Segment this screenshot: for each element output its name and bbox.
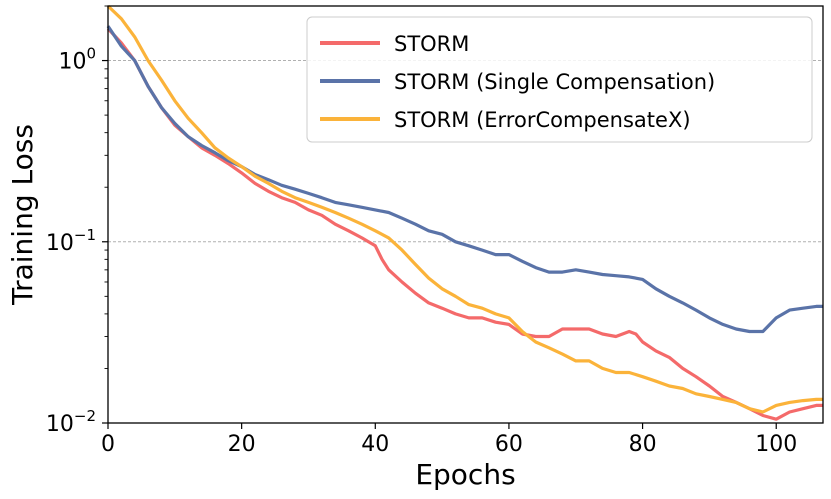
x-tick-label-3: 60 [495,432,523,457]
legend-label-error-compensate-x: STORM (ErrorCompensateX) [394,108,691,132]
series-line-1 [106,25,823,334]
legend: STORM STORM (Single Compensation) STORM … [306,16,813,143]
y-tick-label-1: 10−1 [46,226,96,256]
y-axis-ticks: 10−2 10−1 100 [46,5,108,437]
y-tick-label-0: 10−2 [46,407,96,437]
y-tick-label-2: 100 [58,45,96,75]
series-line-2 [106,4,823,414]
legend-label-storm: STORM [394,32,469,56]
x-axis-ticks: 0 20 40 60 80 100 [101,423,797,457]
series-layer [106,4,823,421]
x-tick-label-1: 20 [228,432,256,457]
x-tick-label-2: 40 [361,432,389,457]
legend-label-single-compensation: STORM (Single Compensation) [394,70,715,94]
series-line-0 [106,27,823,421]
legend-box [306,16,813,143]
x-tick-label-5: 100 [755,432,797,457]
y-axis-title: Training Loss [6,124,39,306]
x-tick-label-0: 0 [101,432,115,457]
x-axis-title: Epochs [415,458,515,491]
x-tick-label-4: 80 [629,432,657,457]
plot-frame [107,5,824,424]
